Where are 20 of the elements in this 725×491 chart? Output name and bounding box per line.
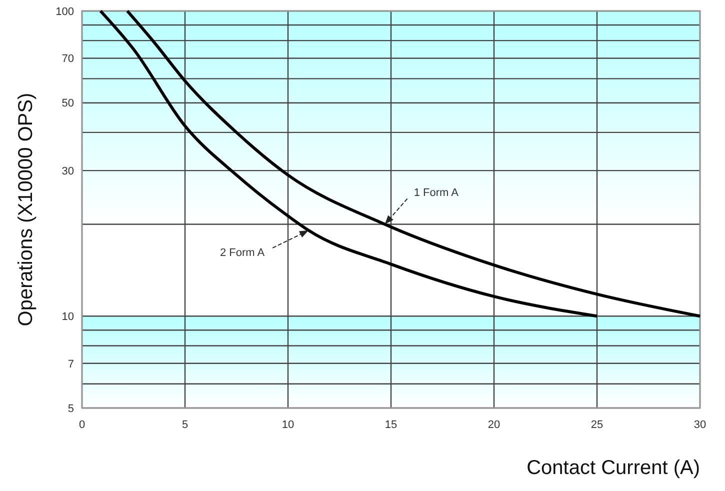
x-tick-label: 0 xyxy=(78,419,86,431)
y-tick-label: 7 xyxy=(68,358,74,370)
x-tick-label: 10 xyxy=(282,419,294,431)
y-tick-label: 10 xyxy=(62,310,74,323)
y-tick-label: 5 xyxy=(68,402,74,415)
line-series xyxy=(126,10,702,318)
annotation: 2 Form A xyxy=(220,247,266,260)
x-tick-label: 15 xyxy=(384,419,398,431)
y-axis-title: Operations (X10000 OPS) xyxy=(15,92,37,326)
y-tick-label: 50 xyxy=(62,98,74,110)
x-tick-label: 20 xyxy=(488,419,500,431)
x-axis-title: Contact Current (A) xyxy=(526,457,700,479)
y-tick-label: 30 xyxy=(62,165,74,178)
line-series xyxy=(99,10,598,318)
y-tick-label: 100 xyxy=(56,6,74,18)
y-tick-label: 70 xyxy=(62,53,74,66)
annotation: 1 Form A xyxy=(414,187,460,200)
x-tick-label: 30 xyxy=(694,419,706,431)
x-tick-label: 25 xyxy=(590,419,604,431)
x-tick-label: 5 xyxy=(182,419,188,431)
